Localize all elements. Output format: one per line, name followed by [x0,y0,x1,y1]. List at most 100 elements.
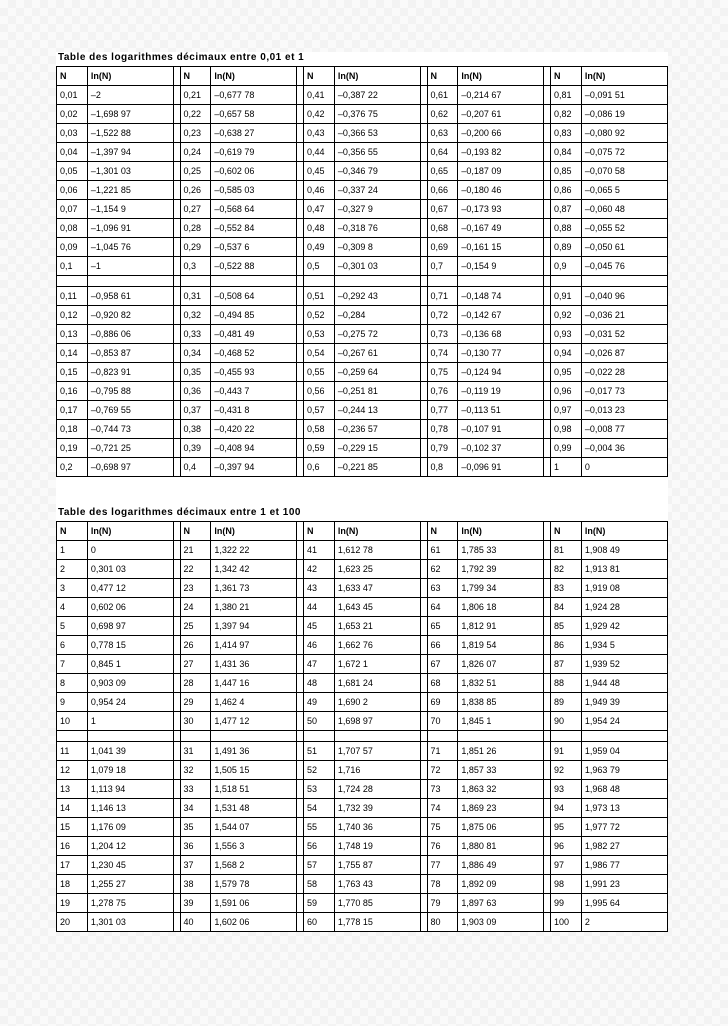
t2-n: 58 [304,875,335,894]
t2-hdr-n: N [427,522,458,541]
t1-v [581,276,667,287]
t1-v: –0,055 52 [581,219,667,238]
t1-n: 0,01 [57,86,88,105]
gap [544,799,551,818]
t1-n: 0,81 [551,86,582,105]
t2-n: 95 [551,818,582,837]
gap [420,363,427,382]
t1-hdr-n: N [551,67,582,86]
t1-v: –0,207 61 [458,105,544,124]
t2-v: 1,785 33 [458,541,544,560]
t2-v: 1,924 28 [581,598,667,617]
gap [420,693,427,712]
gap [173,617,180,636]
gap [297,325,304,344]
t1-n: 0,26 [180,181,211,200]
t1-v: –0,236 57 [334,420,420,439]
gap [297,306,304,325]
t1-v: –0,301 03 [334,257,420,276]
t1-v: –0,031 52 [581,325,667,344]
t2-v: 0,698 97 [87,617,173,636]
t2-hdr-v: ln(N) [334,522,420,541]
gap [544,674,551,693]
gap [297,344,304,363]
t2-v: 1,681 24 [334,674,420,693]
t1-n [304,276,335,287]
t2-n: 96 [551,837,582,856]
t2-v: 1,707 57 [334,742,420,761]
t1-n: 0,95 [551,363,582,382]
t2-n: 42 [304,560,335,579]
gap [297,67,304,86]
gap [420,560,427,579]
t1-v: –0,244 13 [334,401,420,420]
t2-n: 7 [57,655,88,674]
gap [297,162,304,181]
t2-n: 87 [551,655,582,674]
gap [297,837,304,856]
t2-v: 1,826 07 [458,655,544,674]
t1-n: 0,9 [551,257,582,276]
t2-v: 1,968 48 [581,780,667,799]
t1-v: –2 [87,86,173,105]
gap [297,105,304,124]
gap [420,655,427,674]
t1-v: –0,387 22 [334,86,420,105]
t1-v: –0,346 79 [334,162,420,181]
t1-n: 0,35 [180,363,211,382]
t2-v: 1,812 91 [458,617,544,636]
t1-v: –0,602 06 [211,162,297,181]
t2-n: 76 [427,837,458,856]
t2-n: 89 [551,693,582,712]
t1-v: –0,130 77 [458,344,544,363]
t2-n: 33 [180,780,211,799]
gap [173,780,180,799]
t1-n: 0,16 [57,382,88,401]
gap [297,257,304,276]
t2-n: 37 [180,856,211,875]
t1-n: 0,58 [304,420,335,439]
t1-n: 0,98 [551,420,582,439]
gap [544,579,551,598]
t1-v: –0,017 73 [581,382,667,401]
t2-n: 26 [180,636,211,655]
t1-n: 0,79 [427,439,458,458]
gap [173,344,180,363]
t2-n: 10 [57,712,88,731]
t2-v: 1,755 87 [334,856,420,875]
t2-n: 34 [180,799,211,818]
gap [173,799,180,818]
t1-v: –0,494 85 [211,306,297,325]
gap [297,382,304,401]
t1-v: –0,119 19 [458,382,544,401]
t1-n: 0,53 [304,325,335,344]
gap [420,636,427,655]
gap [420,257,427,276]
t2-v: 1,672 1 [334,655,420,674]
t2-n: 86 [551,636,582,655]
t1-n: 0,39 [180,439,211,458]
t2-v: 0,845 1 [87,655,173,674]
gap [420,674,427,693]
t1-n: 0,88 [551,219,582,238]
gap [420,162,427,181]
t2-v: 1,255 27 [87,875,173,894]
t2-hdr-n: N [57,522,88,541]
gap [544,200,551,219]
gap [297,693,304,712]
t1-n: 0,3 [180,257,211,276]
gap [297,420,304,439]
gap [544,86,551,105]
t1-v: –0,013 23 [581,401,667,420]
t2-v: 1,322 22 [211,541,297,560]
t1-n: 0,05 [57,162,88,181]
gap [297,541,304,560]
gap [297,219,304,238]
gap [420,287,427,306]
gap [544,712,551,731]
t2-n: 8 [57,674,88,693]
t1-n: 0,93 [551,325,582,344]
t1-v: –0,920 82 [87,306,173,325]
gap [297,287,304,306]
t1-v [211,276,297,287]
